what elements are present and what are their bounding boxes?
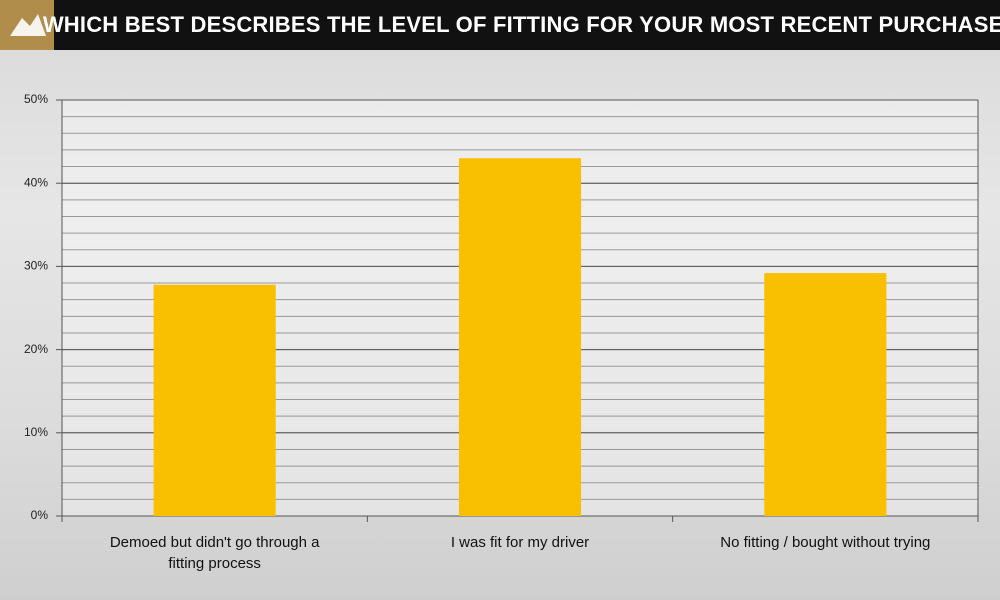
y-tick-label: 40% bbox=[24, 175, 48, 189]
bar bbox=[764, 273, 887, 516]
logo-icon bbox=[10, 14, 46, 36]
y-tick-label: 50% bbox=[24, 92, 48, 106]
x-tick-label: No fitting / bought without trying bbox=[720, 534, 931, 551]
bar bbox=[458, 158, 582, 517]
y-tick-label: 10% bbox=[24, 425, 48, 439]
bar bbox=[153, 284, 276, 516]
y-tick-label: 20% bbox=[24, 342, 48, 356]
y-tick-label: 30% bbox=[24, 259, 48, 273]
y-tick-label: 0% bbox=[31, 508, 49, 522]
title-bar bbox=[0, 0, 1000, 50]
x-tick-label: I was fit for my driver bbox=[450, 534, 590, 551]
x-tick-label: Demoed but didn't go through a fitting p… bbox=[109, 534, 320, 572]
chart-title: WHICH BEST DESCRIBES THE LEVEL OF FITTIN… bbox=[43, 12, 1000, 37]
